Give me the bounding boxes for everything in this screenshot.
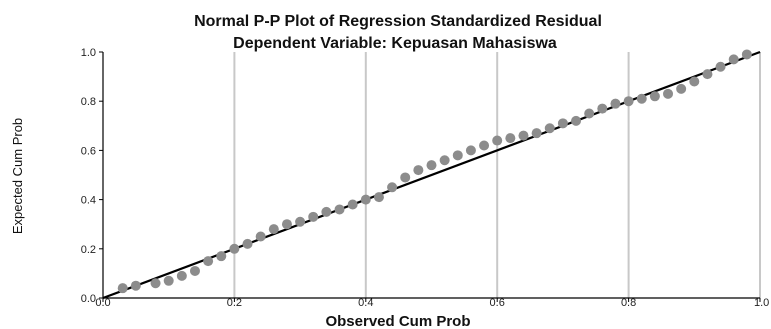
data-point bbox=[479, 140, 490, 151]
grid-lines bbox=[233, 52, 761, 298]
data-point bbox=[426, 160, 437, 171]
data-points bbox=[117, 49, 752, 294]
y-tick-label: 0.6 bbox=[81, 145, 96, 157]
data-point bbox=[636, 93, 647, 104]
data-point bbox=[557, 118, 568, 129]
data-point bbox=[649, 91, 660, 102]
x-ticks: 0.0 0.2 0.4 0.6 0.8 1.0 bbox=[95, 297, 769, 309]
x-tick-label: 1.0 bbox=[754, 297, 769, 309]
y-ticks: 0.0 0.2 0.4 0.6 0.8 1.0 bbox=[81, 47, 103, 305]
y-axis-label: Expected Cum Prob bbox=[10, 118, 25, 234]
data-point bbox=[229, 243, 240, 254]
y-tick-label: 0.2 bbox=[81, 244, 96, 256]
x-tick-label: 0.6 bbox=[490, 297, 505, 309]
data-point bbox=[413, 165, 424, 176]
x-tick-label: 0.4 bbox=[358, 297, 373, 309]
data-point bbox=[544, 123, 555, 134]
data-point bbox=[676, 83, 687, 94]
data-point bbox=[295, 216, 306, 227]
data-point bbox=[584, 108, 595, 119]
x-tick-label: 0.0 bbox=[95, 297, 110, 309]
data-point bbox=[347, 199, 358, 210]
data-point bbox=[689, 76, 700, 87]
data-point bbox=[117, 283, 128, 294]
plot-area: 0.0 0.2 0.4 0.6 0.8 1.0 0.0 0.2 0.4 0.6 0.8 1.0 bbox=[81, 47, 770, 309]
data-point bbox=[531, 128, 542, 139]
data-point bbox=[216, 251, 227, 262]
data-point bbox=[308, 211, 319, 222]
data-point bbox=[163, 275, 174, 286]
data-point bbox=[702, 69, 713, 80]
data-point bbox=[597, 103, 608, 114]
data-point bbox=[360, 194, 371, 205]
data-point bbox=[203, 256, 214, 267]
data-point bbox=[439, 155, 450, 166]
chart-subtitle: Dependent Variable: Kepuasan Mahasiswa bbox=[233, 35, 557, 52]
chart-title: Normal P-P Plot of Regression Standardiz… bbox=[194, 13, 602, 30]
data-point bbox=[505, 133, 516, 144]
data-point bbox=[255, 231, 266, 242]
data-point bbox=[715, 61, 726, 72]
data-point bbox=[663, 88, 674, 99]
data-point bbox=[741, 49, 752, 60]
data-point bbox=[623, 96, 634, 107]
x-tick-label: 0.2 bbox=[227, 297, 242, 309]
y-tick-label: 1.0 bbox=[81, 47, 96, 59]
data-point bbox=[242, 238, 253, 249]
data-point bbox=[334, 204, 345, 215]
x-tick-label: 0.8 bbox=[621, 297, 636, 309]
data-point bbox=[150, 278, 161, 289]
data-point bbox=[130, 280, 141, 291]
data-point bbox=[728, 54, 739, 65]
y-tick-label: 0.8 bbox=[81, 96, 96, 108]
data-point bbox=[281, 219, 292, 230]
data-point bbox=[176, 270, 187, 281]
data-point bbox=[400, 172, 411, 183]
x-axis-label: Observed Cum Prob bbox=[325, 313, 470, 329]
data-point bbox=[321, 206, 332, 217]
data-point bbox=[373, 192, 384, 203]
data-point bbox=[465, 145, 476, 156]
data-point bbox=[387, 182, 398, 193]
y-tick-label: 0.0 bbox=[81, 293, 96, 305]
data-point bbox=[492, 135, 503, 146]
data-point bbox=[268, 224, 279, 235]
y-tick-label: 0.4 bbox=[81, 195, 96, 207]
data-point bbox=[518, 130, 529, 141]
data-point bbox=[571, 115, 582, 126]
data-point bbox=[452, 150, 463, 161]
reference-line bbox=[102, 50, 761, 300]
data-point bbox=[189, 265, 200, 276]
data-point bbox=[610, 98, 621, 109]
